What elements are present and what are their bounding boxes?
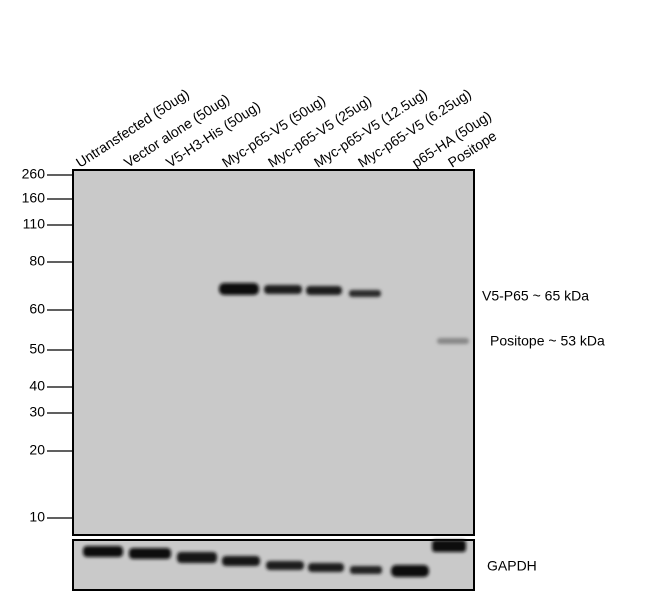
band: [222, 556, 260, 566]
band: [349, 290, 381, 297]
main-blot: [72, 169, 475, 536]
marker-label: 40: [29, 378, 45, 394]
marker-label: 110: [23, 216, 46, 232]
marker-label: 10: [29, 509, 45, 525]
marker-label: 50: [29, 341, 45, 357]
band: [83, 546, 123, 557]
marker-label: 80: [29, 253, 45, 269]
band: [177, 552, 217, 563]
band: [219, 283, 259, 295]
band: [437, 338, 469, 344]
band: [129, 548, 171, 559]
band: [266, 561, 304, 570]
bands: [83, 283, 469, 577]
marker-label: 60: [29, 301, 45, 317]
annotation: V5-P65 ~ 65 kDa: [482, 288, 589, 304]
annotation: GAPDH: [487, 558, 537, 574]
marker-label: 20: [29, 442, 45, 458]
band: [308, 563, 344, 572]
band: [306, 286, 342, 295]
band: [432, 540, 466, 552]
annotation: Positope ~ 53 kDa: [490, 333, 605, 349]
band: [264, 285, 302, 294]
band: [350, 566, 382, 574]
band: [391, 565, 429, 577]
marker-label: 30: [29, 404, 45, 420]
marker-label: 260: [22, 166, 46, 182]
marker-label: 160: [22, 190, 46, 206]
